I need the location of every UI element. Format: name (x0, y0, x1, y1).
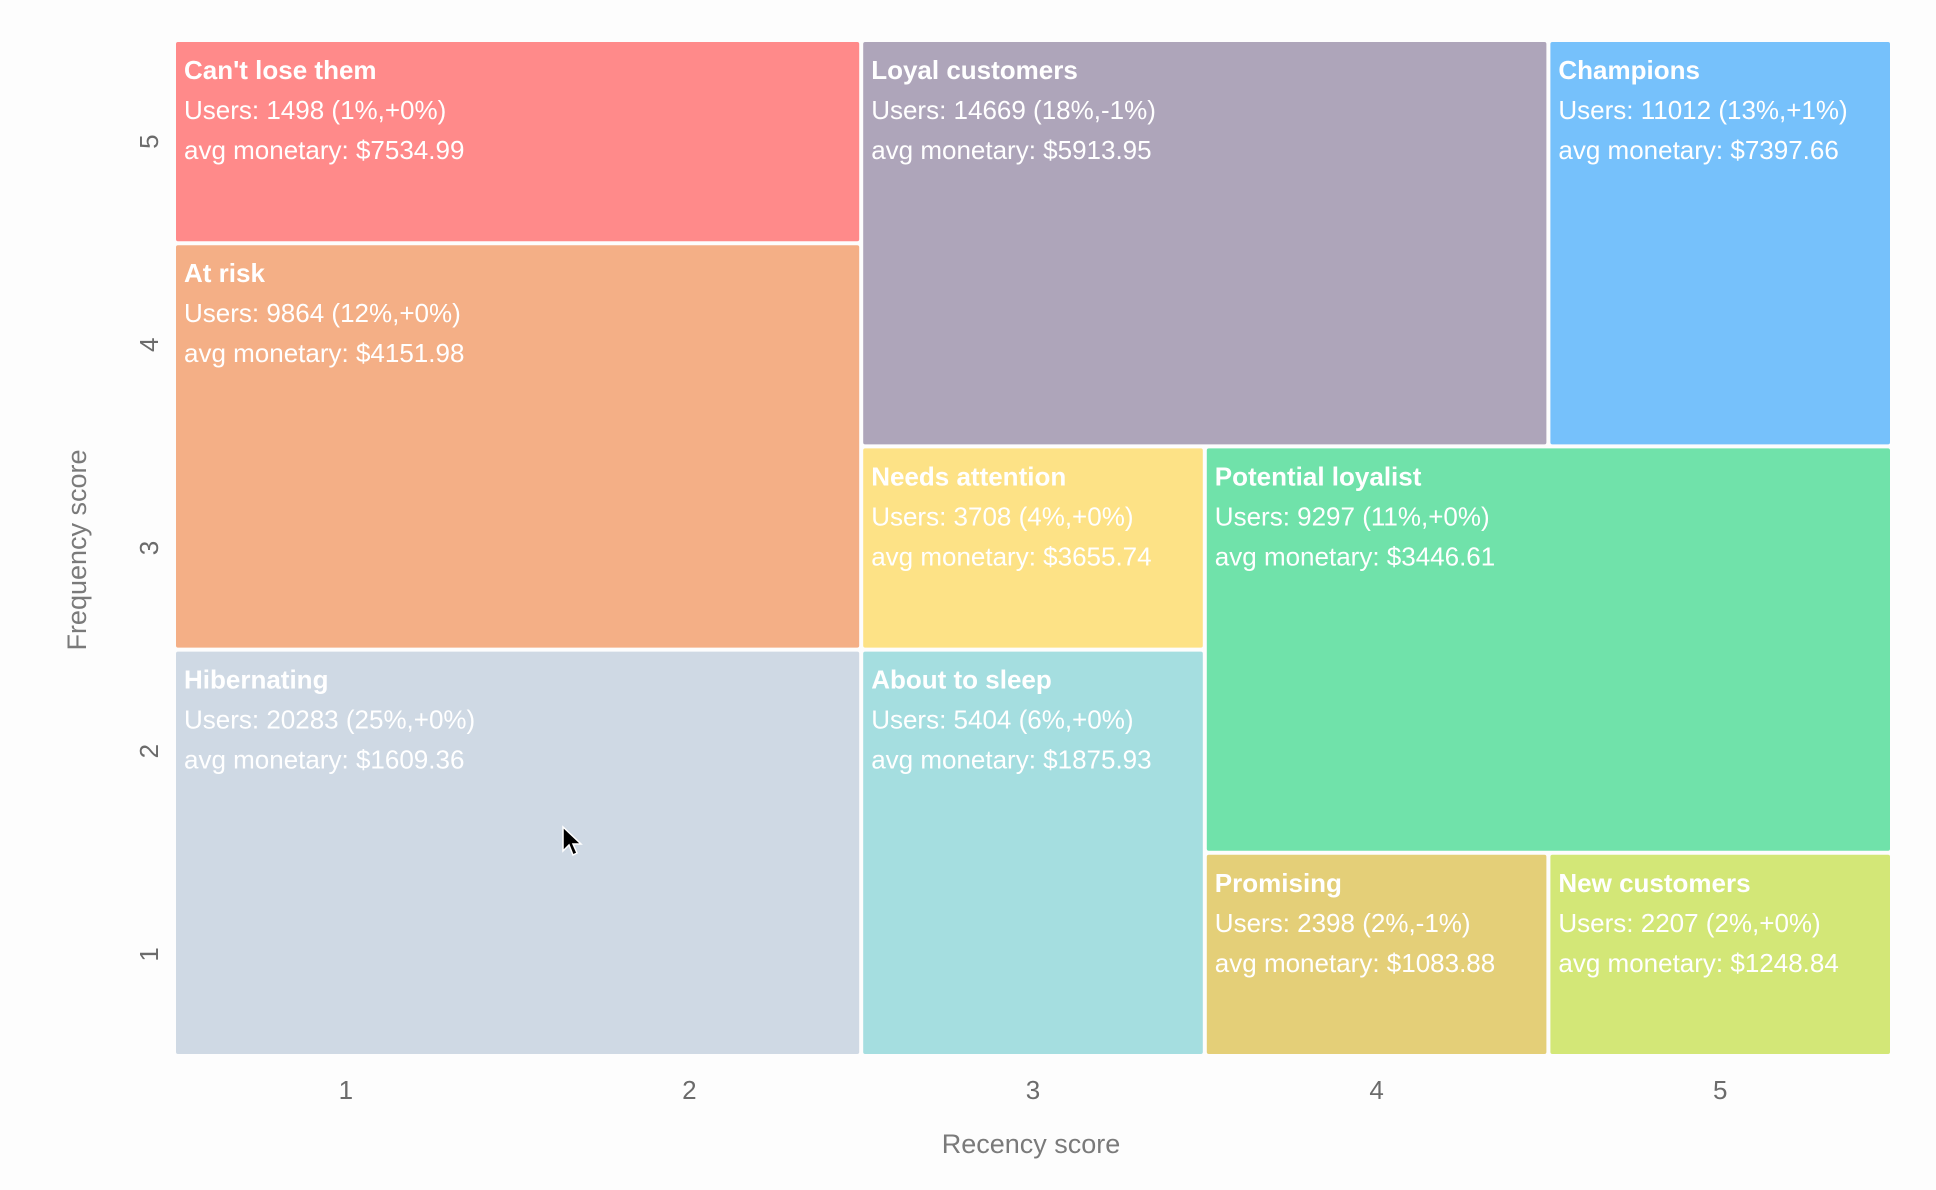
segment-users: Users: 20283 (25%,+0%) (184, 705, 475, 735)
segment-potential-loyalist[interactable]: Potential loyalist Users: 9297 (11%,+0%) a… (1206, 448, 1890, 851)
segment-title: Can't lose them (184, 55, 377, 85)
segment-promising[interactable]: Promising Users: 2398 (2%,-1%) avg monetar… (1206, 854, 1547, 1054)
segment-title: Loyal customers (871, 55, 1078, 85)
segment-about-to-sleep[interactable]: About to sleep Users: 5404 (6%,+0%) avg mo… (863, 651, 1203, 1054)
segment-cell-hibernating[interactable] (176, 651, 860, 1054)
segment-needs-attention[interactable]: Needs attention Users: 3708 (4%,+0%) avg m… (863, 448, 1203, 648)
segment-cell-promising[interactable] (1206, 854, 1547, 1054)
segment-cell-about-to-sleep[interactable] (863, 651, 1203, 1054)
segment-title: Potential loyalist (1215, 461, 1422, 491)
segment-title: New customers (1558, 868, 1750, 898)
segments-layer: Can't lose them Users: 1498 (1%,+0%) avg m… (176, 42, 1890, 1054)
x-tick-label: 3 (1026, 1075, 1040, 1105)
segment-new-customers[interactable]: New customers Users: 2207 (2%,+0%) avg mon… (1550, 854, 1890, 1054)
segment-can-t-lose-them[interactable]: Can't lose them Users: 1498 (1%,+0%) avg m… (176, 42, 860, 242)
segment-title: Needs attention (871, 461, 1066, 491)
segment-users: Users: 2207 (2%,+0%) (1558, 908, 1820, 938)
segment-monetary: avg monetary: $7397.66 (1558, 135, 1838, 165)
segment-cell-needs-attention[interactable] (863, 448, 1203, 648)
y-tick-label: 1 (134, 947, 164, 961)
segment-users: Users: 1498 (1%,+0%) (184, 95, 446, 125)
segment-monetary: avg monetary: $1248.84 (1558, 948, 1838, 978)
segment-users: Users: 14669 (18%,-1%) (871, 95, 1156, 125)
segment-monetary: avg monetary: $3655.74 (871, 541, 1151, 571)
x-tick-label: 5 (1713, 1075, 1727, 1105)
y-tick-label: 5 (134, 134, 164, 148)
segment-users: Users: 9297 (11%,+0%) (1215, 501, 1490, 531)
segment-monetary: avg monetary: $1875.93 (871, 745, 1151, 775)
segment-monetary: avg monetary: $1083.88 (1215, 948, 1495, 978)
segment-title: At risk (184, 258, 265, 288)
segment-monetary: avg monetary: $5913.95 (871, 135, 1151, 165)
x-tick-label: 4 (1369, 1075, 1383, 1105)
segment-hibernating[interactable]: Hibernating Users: 20283 (25%,+0%) avg mon… (176, 651, 860, 1054)
segment-cell-champions[interactable] (1550, 42, 1890, 445)
segment-cell-new-customers[interactable] (1550, 854, 1890, 1054)
y-tick-label: 3 (134, 541, 164, 555)
segment-monetary: avg monetary: $4151.98 (184, 338, 464, 368)
x-tick-label: 1 (339, 1075, 353, 1105)
x-axis-label: Recency score (942, 1129, 1121, 1159)
segment-monetary: avg monetary: $7534.99 (184, 135, 464, 165)
y-axis-label: Frequency score (62, 449, 92, 650)
segment-title: Champions (1558, 55, 1700, 85)
y-tick-label: 4 (134, 338, 164, 352)
segment-users: Users: 2398 (2%,-1%) (1215, 908, 1471, 938)
x-axis-ticks: 1 2 3 4 5 (339, 1075, 1728, 1105)
segment-at-risk[interactable]: At risk Users: 9864 (12%,+0%) avg monetary… (176, 245, 860, 648)
y-tick-label: 2 (134, 744, 164, 758)
segment-cell-can-t-lose-them[interactable] (176, 42, 860, 242)
segment-monetary: avg monetary: $1609.36 (184, 745, 464, 775)
segment-title: Hibernating (184, 665, 328, 695)
segment-title: About to sleep (871, 665, 1052, 695)
segment-monetary: avg monetary: $3446.61 (1215, 541, 1495, 571)
mouse-pointer-icon (562, 825, 583, 857)
segment-users: Users: 3708 (4%,+0%) (871, 501, 1133, 531)
y-axis-ticks: 1 2 3 4 5 (134, 134, 164, 961)
x-tick-label: 2 (682, 1075, 696, 1105)
segment-champions[interactable]: Champions Users: 11012 (13%,+1%) avg monet… (1550, 42, 1890, 445)
segment-cell-at-risk[interactable] (176, 245, 860, 648)
segment-users: Users: 11012 (13%,+1%) (1558, 95, 1847, 125)
segment-cell-loyal-customers[interactable] (863, 42, 1547, 445)
segment-title: Promising (1215, 868, 1342, 898)
segment-users: Users: 5404 (6%,+0%) (871, 705, 1133, 735)
segment-loyal-customers[interactable]: Loyal customers Users: 14669 (18%,-1%) avg… (863, 42, 1547, 445)
segment-users: Users: 9864 (12%,+0%) (184, 298, 461, 328)
segment-cell-potential-loyalist[interactable] (1206, 448, 1890, 851)
